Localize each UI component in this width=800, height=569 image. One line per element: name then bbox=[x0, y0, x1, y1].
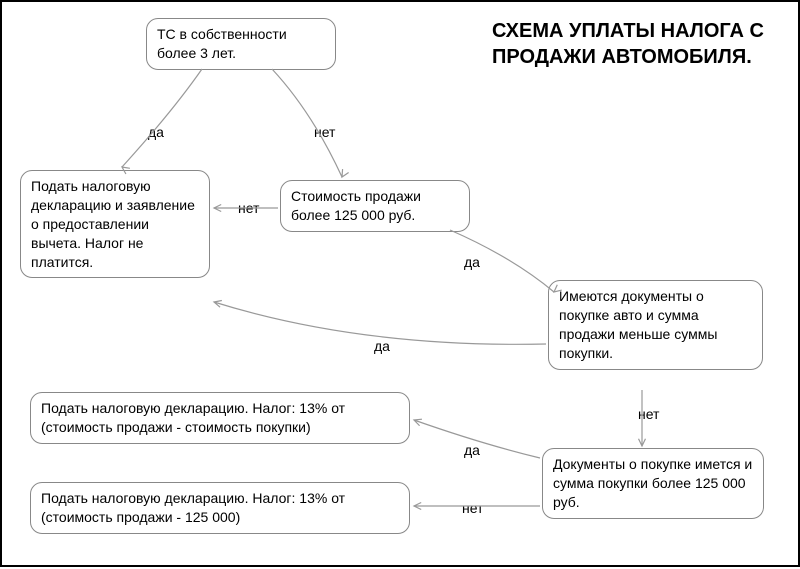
node-file-declaration-no-tax: Подать налоговую декларацию и заявление … bbox=[20, 170, 210, 278]
edge-label: да bbox=[146, 124, 166, 140]
node-tax-sale-minus-purchase: Подать налоговую декларацию. Налог: 13% … bbox=[30, 392, 410, 444]
node-sale-over-125k: Стоимость продажи более 125 000 руб. bbox=[280, 180, 470, 232]
node-text: ТС в собственности более 3 лет. bbox=[157, 26, 287, 61]
edge-label: нет bbox=[636, 406, 661, 422]
node-text: Подать налоговую декларацию. Налог: 13% … bbox=[41, 400, 345, 435]
edge-label: да bbox=[372, 338, 392, 354]
node-text: Документы о покупке имется и сумма покуп… bbox=[553, 456, 752, 510]
node-text: Имеются документы о покупке авто и сумма… bbox=[559, 288, 717, 361]
node-text: Подать налоговую декларацию. Налог: 13% … bbox=[41, 490, 345, 525]
edge-label: нет bbox=[236, 200, 261, 216]
edge-label: нет bbox=[460, 500, 485, 516]
diagram-title: СХЕМА УПЛАТЫ НАЛОГА С ПРОДАЖИ АВТОМОБИЛЯ… bbox=[492, 18, 782, 70]
node-ownership-3yrs: ТС в собственности более 3 лет. bbox=[146, 18, 336, 70]
node-docs-and-sale-less: Имеются документы о покупке авто и сумма… bbox=[548, 280, 763, 370]
edge-label: да bbox=[462, 442, 482, 458]
edge-label: да bbox=[462, 254, 482, 270]
edge-label: нет bbox=[312, 124, 337, 140]
node-tax-sale-minus-125k: Подать налоговую декларацию. Налог: 13% … bbox=[30, 482, 410, 534]
node-docs-purchase-over-125k: Документы о покупке имется и сумма покуп… bbox=[542, 448, 764, 519]
node-text: Стоимость продажи более 125 000 руб. bbox=[291, 188, 421, 223]
node-text: Подать налоговую декларацию и заявление … bbox=[31, 178, 195, 270]
